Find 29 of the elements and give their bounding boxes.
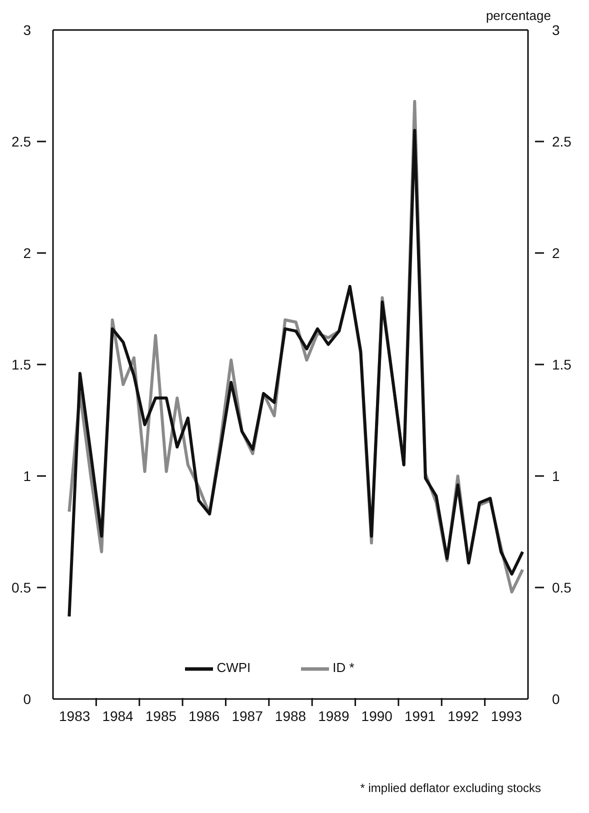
text: * implied deflator excluding stocks [360,781,541,795]
x-tick-label: 1988 [274,708,306,724]
y2-tick-label: 0 [552,691,560,707]
y2-tick-label: 2 [552,245,560,261]
x-tick-label: 1991 [404,708,436,724]
x-tick-label: 1990 [361,708,393,724]
y-tick-label: 1.5 [12,356,32,372]
x-tick-label: 1989 [318,708,350,724]
x-tick-label: 1992 [448,708,480,724]
x-tick-label: 1984 [102,708,134,724]
y-tick-label: 0.5 [12,580,32,596]
y-tick-label: 3 [23,22,32,38]
x-tick-label: 1993 [490,708,522,724]
x-tick-label: 1985 [145,708,177,724]
y2-tick-label: 1.5 [552,356,572,372]
legend-label: ID * [332,660,354,676]
y2-tick-label: 0.5 [552,580,572,596]
y-tick-label: 2 [23,245,32,261]
legend-label: CWPI [216,660,251,676]
x-tick-label: 1986 [188,708,220,724]
y2-tick-label: 1 [552,468,560,484]
y-tick-label: 0 [23,691,32,707]
y-tick-label: 1 [23,468,32,484]
y2-tick-label: 3 [552,22,560,38]
x-tick-label: 1983 [59,708,90,724]
y2-tick-label: 2.5 [552,134,572,150]
y-tick-label: 2.5 [12,134,32,150]
x-tick-label: 1987 [232,708,264,724]
y2-axis-title: percentage [486,8,551,23]
